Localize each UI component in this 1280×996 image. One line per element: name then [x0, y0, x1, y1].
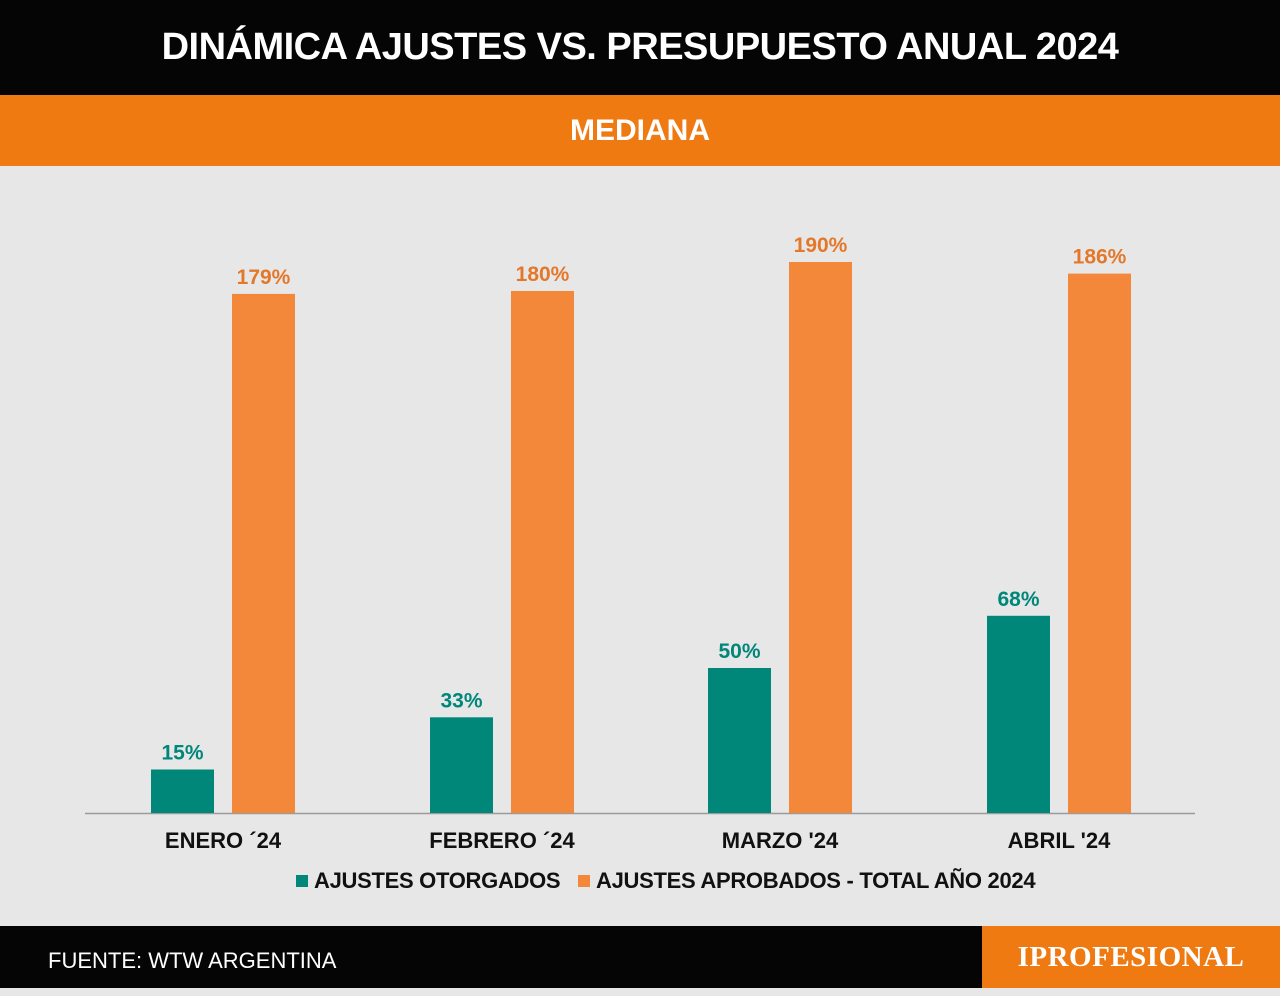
data-label-aprobados-3: 190%: [794, 234, 848, 257]
bar-otorgados-1: [151, 769, 214, 813]
bar-aprobados-4: [1068, 273, 1131, 814]
x-tick-label-4: ABRIL '24: [1008, 828, 1111, 853]
footer: FUENTE: WTW ARGENTINA IPROFESIONAL: [0, 926, 1280, 988]
data-label-aprobados-2: 180%: [516, 263, 570, 286]
source-note: FUENTE: WTW ARGENTINA: [48, 948, 337, 973]
data-label-aprobados-4: 186%: [1073, 246, 1127, 269]
x-tick-label-2: FEBRERO ´24: [429, 828, 575, 853]
legend-swatch-aprobados: [578, 875, 590, 887]
bar-aprobados-1: [232, 293, 295, 813]
chart-subtitle: MEDIANA: [570, 113, 710, 147]
data-label-aprobados-1: 179%: [237, 266, 291, 289]
bar-aprobados-3: [789, 262, 852, 813]
bar-otorgados-3: [708, 668, 771, 813]
data-label-otorgados-2: 33%: [440, 689, 482, 712]
legend-item-otorgados: AJUSTES OTORGADOS: [296, 868, 561, 894]
legend-item-aprobados: AJUSTES APROBADOS - TOTAL AÑO 2024: [578, 868, 1036, 894]
legend: AJUSTES OTORGADOS AJUSTES APROBADOS - TO…: [0, 868, 1280, 896]
chart-area: 15% 179% ENERO ´24 33% 180% FEBRERO ´24 50% 190…: [0, 166, 1280, 926]
logo: IPROFESIONAL: [982, 926, 1280, 988]
x-tick-label-3: MARZO '24: [722, 828, 839, 853]
legend-label-aprobados: AJUSTES APROBADOS - TOTAL AÑO 2024: [596, 868, 1036, 893]
data-label-otorgados-3: 50%: [718, 640, 760, 663]
subtitle-bar: MEDIANA: [0, 95, 1280, 166]
legend-label-otorgados: AJUSTES OTORGADOS: [314, 868, 561, 893]
logo-text: IPROFESIONAL: [1017, 940, 1245, 973]
bar-otorgados-4: [987, 615, 1050, 813]
x-tick-label-1: ENERO ´24: [165, 828, 282, 853]
bar-aprobados-2: [511, 291, 574, 813]
legend-swatch-otorgados: [296, 875, 308, 887]
data-label-otorgados-4: 68%: [997, 588, 1039, 611]
bar-chart: 15% 179% ENERO ´24 33% 180% FEBRERO ´24 50% 190…: [85, 234, 1195, 853]
data-label-otorgados-1: 15%: [161, 742, 203, 765]
bar-otorgados-2: [430, 717, 493, 813]
title-bar: DINÁMICA AJUSTES VS. PRESUPUESTO ANUAL 2…: [0, 0, 1280, 95]
chart-title: DINÁMICA AJUSTES VS. PRESUPUESTO ANUAL 2…: [161, 26, 1119, 68]
